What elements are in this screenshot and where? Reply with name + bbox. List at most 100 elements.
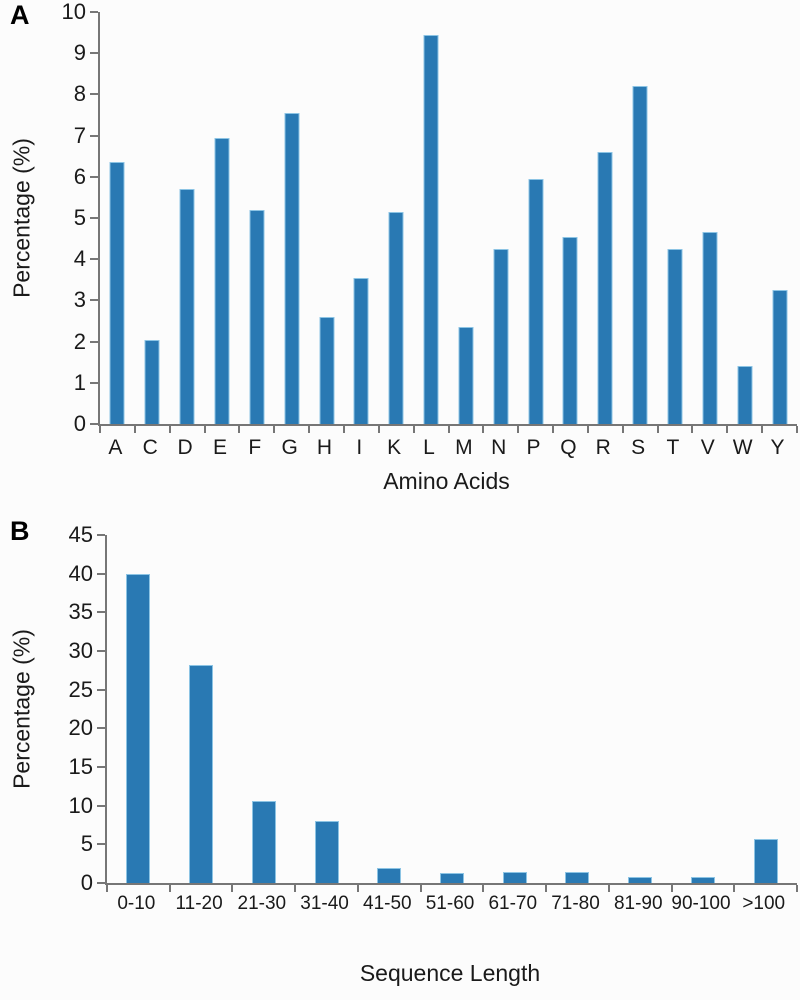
- bar-S: [632, 86, 648, 424]
- y-tick-mark: [97, 804, 105, 807]
- bar-L: [423, 34, 439, 424]
- bar-E: [214, 137, 230, 424]
- y-tick-label: 7: [73, 122, 86, 148]
- panel-b-x-tick-labels: 0-10 11-20 21-30 31-40 41-50 51-60 61-70 71-80 8…: [105, 893, 795, 915]
- x-tick-mark: [796, 426, 798, 433]
- bar-81-90: [628, 876, 653, 883]
- x-tick-label: 11-20: [175, 893, 223, 914]
- bar-21-30: [251, 801, 276, 883]
- y-tick-label: 10: [68, 792, 93, 818]
- x-tick-mark: [273, 426, 276, 433]
- x-tick-mark: [419, 885, 422, 892]
- bar-0-10: [126, 573, 151, 883]
- y-tick-label: 35: [68, 599, 93, 625]
- x-tick-mark: [796, 885, 798, 892]
- panel-a-plot-area: 0 1 2 3 4 5 6 7 8 9 10: [62, 1, 798, 435]
- y-tick-mark: [97, 611, 105, 614]
- bar-D: [179, 189, 195, 424]
- x-tick-mark: [99, 426, 101, 433]
- x-tick-label: V: [700, 436, 715, 459]
- x-tick-mark: [545, 885, 548, 892]
- x-tick-label: M: [455, 436, 473, 459]
- y-tick-label: 2: [73, 328, 86, 354]
- x-tick-label: 81-90: [613, 893, 663, 914]
- x-tick-label: C: [142, 436, 158, 459]
- x-tick-label: 41-50: [363, 893, 412, 914]
- x-tick-mark: [656, 426, 659, 433]
- x-tick-label: Y: [770, 436, 785, 459]
- x-tick-label: N: [491, 436, 507, 459]
- y-tick-label: 30: [68, 638, 93, 663]
- x-tick-label: E: [212, 436, 227, 459]
- y-tick-label: 3: [73, 287, 86, 313]
- bar-90-100: [690, 876, 715, 883]
- y-tick-mark: [90, 11, 98, 13]
- panel-b-plot-area: 0 5 10 15 20 25 30 35 40 45: [69, 524, 798, 894]
- y-tick-mark: [97, 843, 105, 846]
- x-tick-mark: [231, 885, 234, 892]
- bar-71-80: [565, 872, 590, 883]
- x-tick-mark: [377, 426, 380, 433]
- x-tick-label: A: [108, 436, 123, 459]
- y-tick-mark: [97, 765, 105, 768]
- x-tick-mark: [106, 885, 108, 892]
- y-tick-label: 45: [68, 522, 93, 547]
- panel-a-y-axis-title: Percentage (%): [8, 138, 35, 298]
- bar-31-40: [314, 821, 339, 883]
- bar-V: [702, 232, 718, 424]
- panel-b-y-axis-title: Percentage (%): [8, 629, 35, 789]
- panel-b-x-axis-title: Sequence Length: [359, 960, 541, 986]
- bar-W: [737, 366, 753, 424]
- x-tick-label: I: [356, 436, 363, 459]
- y-tick-label: 6: [73, 163, 86, 189]
- x-tick-label: H: [316, 436, 333, 459]
- y-tick-mark: [90, 299, 98, 302]
- y-tick-mark: [90, 381, 98, 384]
- bar-R: [597, 152, 613, 424]
- y-tick-mark: [90, 217, 98, 219]
- x-tick-mark: [482, 885, 485, 892]
- y-tick-mark: [90, 134, 98, 137]
- x-tick-mark: [586, 426, 589, 433]
- bar->100: [753, 838, 778, 883]
- x-tick-mark: [412, 426, 415, 433]
- x-tick-mark: [133, 426, 136, 433]
- y-tick-mark: [97, 572, 105, 575]
- x-tick-mark: [691, 426, 694, 433]
- y-tick-mark: [97, 688, 105, 691]
- y-tick-mark: [97, 534, 105, 536]
- x-tick-mark: [168, 885, 171, 892]
- x-tick-label: 31-40: [300, 893, 349, 914]
- x-tick-label: G: [281, 436, 298, 459]
- y-tick-mark: [90, 93, 98, 96]
- x-tick-label: 21-30: [237, 893, 287, 914]
- bar-11-20: [189, 664, 214, 883]
- bar-C: [144, 339, 160, 424]
- panel-a-x-axis-title: Amino Acids: [383, 468, 510, 494]
- y-tick-label: 0: [80, 870, 93, 895]
- x-tick-label: F: [248, 436, 262, 459]
- x-tick-mark: [621, 426, 624, 433]
- x-tick-label: 90-100: [671, 893, 731, 914]
- panel-b-label: B: [10, 516, 30, 546]
- bar-F: [249, 209, 265, 424]
- y-tick-label: 40: [68, 560, 93, 586]
- y-tick-label: 25: [68, 676, 93, 702]
- bar-Q: [562, 236, 578, 424]
- y-tick-label: 1: [73, 369, 86, 395]
- y-tick-mark: [97, 727, 105, 730]
- y-tick-label: 20: [68, 715, 93, 741]
- bar-H: [319, 316, 335, 424]
- x-tick-label: T: [666, 436, 680, 459]
- y-tick-mark: [90, 258, 98, 261]
- x-tick-mark: [168, 426, 171, 433]
- x-tick-mark: [733, 885, 736, 892]
- x-tick-mark: [308, 426, 311, 433]
- y-tick-label: 15: [68, 754, 93, 779]
- y-tick-mark: [90, 52, 98, 55]
- x-tick-label: D: [177, 436, 193, 459]
- x-tick-label: 71-80: [551, 893, 600, 914]
- x-tick-mark: [670, 885, 673, 892]
